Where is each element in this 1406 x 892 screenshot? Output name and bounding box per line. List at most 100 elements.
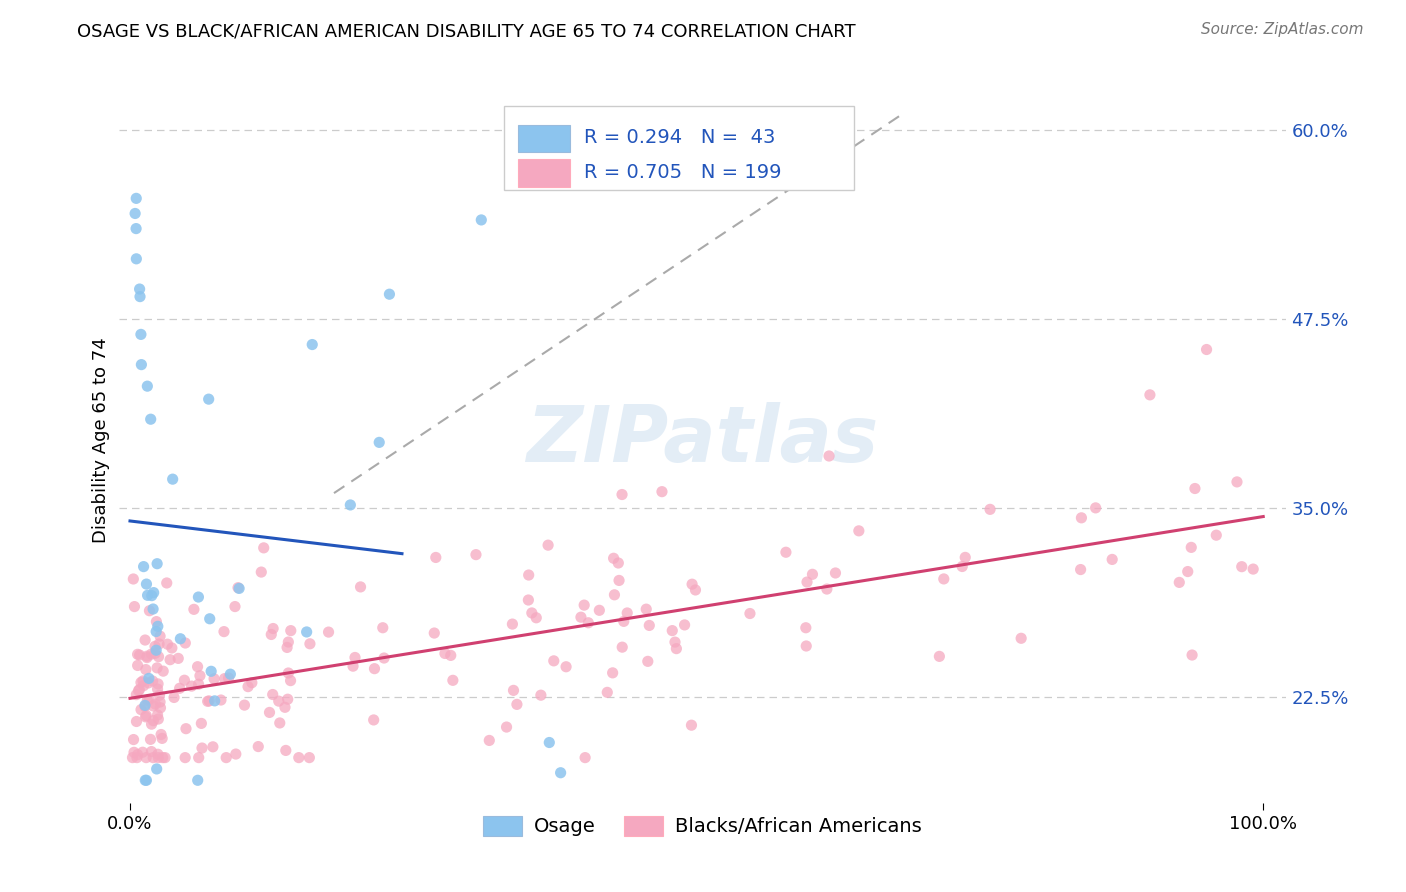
Blacks/African Americans bbox=[148, 688, 170, 702]
Blacks/African Americans bbox=[141, 647, 163, 661]
Osage bbox=[128, 282, 150, 296]
Blacks/African Americans bbox=[1226, 475, 1249, 489]
Blacks/African Americans bbox=[125, 688, 148, 702]
Blacks/African Americans bbox=[148, 637, 170, 651]
Blacks/African Americans bbox=[125, 714, 148, 729]
Osage bbox=[470, 213, 492, 227]
Blacks/African Americans bbox=[342, 659, 364, 673]
Blacks/African Americans bbox=[555, 659, 578, 673]
Blacks/African Americans bbox=[218, 671, 240, 685]
Blacks/African Americans bbox=[122, 745, 145, 759]
Blacks/African Americans bbox=[247, 739, 270, 754]
Blacks/African Americans bbox=[478, 733, 501, 747]
Osage bbox=[145, 643, 167, 657]
Blacks/African Americans bbox=[280, 673, 302, 688]
Osage bbox=[219, 667, 242, 681]
Osage bbox=[228, 582, 250, 596]
Osage bbox=[129, 290, 152, 304]
Blacks/African Americans bbox=[262, 688, 284, 702]
Blacks/African Americans bbox=[637, 654, 659, 668]
Blacks/African Americans bbox=[142, 750, 165, 764]
Blacks/African Americans bbox=[433, 647, 456, 661]
Blacks/African Americans bbox=[517, 593, 540, 607]
Blacks/African Americans bbox=[153, 750, 176, 764]
Blacks/African Americans bbox=[1195, 343, 1218, 357]
Blacks/African Americans bbox=[824, 566, 846, 580]
Blacks/African Americans bbox=[141, 717, 163, 731]
Blacks/African Americans bbox=[501, 617, 523, 632]
Blacks/African Americans bbox=[1181, 648, 1204, 662]
Blacks/African Americans bbox=[298, 750, 321, 764]
Blacks/African Americans bbox=[928, 649, 950, 664]
Blacks/African Americans bbox=[138, 604, 160, 618]
Blacks/African Americans bbox=[524, 611, 547, 625]
Blacks/African Americans bbox=[1139, 388, 1161, 402]
Text: OSAGE VS BLACK/AFRICAN AMERICAN DISABILITY AGE 65 TO 74 CORRELATION CHART: OSAGE VS BLACK/AFRICAN AMERICAN DISABILI… bbox=[77, 22, 856, 40]
Osage bbox=[134, 698, 156, 713]
Blacks/African Americans bbox=[1230, 559, 1253, 574]
Blacks/African Americans bbox=[128, 648, 150, 662]
Osage bbox=[198, 612, 221, 626]
Blacks/African Americans bbox=[183, 602, 205, 616]
Blacks/African Americans bbox=[187, 677, 209, 691]
Blacks/African Americans bbox=[596, 685, 619, 699]
Blacks/African Americans bbox=[180, 679, 202, 693]
Blacks/African Americans bbox=[517, 568, 540, 582]
Blacks/African Americans bbox=[738, 607, 761, 621]
Osage bbox=[197, 392, 219, 406]
Blacks/African Americans bbox=[673, 618, 696, 632]
Blacks/African Americans bbox=[848, 524, 870, 538]
Blacks/African Americans bbox=[569, 610, 592, 624]
Blacks/African Americans bbox=[1010, 632, 1032, 646]
Blacks/African Americans bbox=[202, 672, 225, 686]
Blacks/African Americans bbox=[156, 576, 179, 591]
Osage bbox=[187, 590, 209, 604]
Text: R = 0.705   N = 199: R = 0.705 N = 199 bbox=[585, 163, 782, 182]
Blacks/African Americans bbox=[602, 551, 624, 566]
Blacks/African Americans bbox=[169, 681, 191, 696]
Blacks/African Americans bbox=[146, 661, 169, 675]
Osage bbox=[135, 577, 157, 591]
Osage bbox=[125, 191, 148, 205]
Blacks/African Americans bbox=[685, 582, 707, 597]
Blacks/African Americans bbox=[148, 750, 170, 764]
Blacks/African Americans bbox=[423, 626, 446, 640]
Blacks/African Americans bbox=[145, 615, 167, 629]
Blacks/African Americans bbox=[979, 502, 1001, 516]
Blacks/African Americans bbox=[950, 559, 973, 574]
Blacks/African Americans bbox=[125, 750, 148, 764]
Blacks/African Americans bbox=[277, 692, 299, 706]
Blacks/African Americans bbox=[148, 649, 170, 664]
Blacks/African Americans bbox=[588, 603, 610, 617]
Blacks/African Americans bbox=[146, 677, 169, 691]
Text: ZIPatlas: ZIPatlas bbox=[526, 402, 879, 478]
Blacks/African Americans bbox=[681, 718, 703, 732]
Osage bbox=[139, 412, 162, 426]
Blacks/African Americans bbox=[129, 703, 152, 717]
Blacks/African Americans bbox=[142, 698, 165, 713]
Blacks/African Americans bbox=[122, 732, 145, 747]
Blacks/African Americans bbox=[160, 640, 183, 655]
Blacks/African Americans bbox=[274, 743, 297, 757]
Blacks/African Americans bbox=[152, 750, 174, 764]
Blacks/African Americans bbox=[132, 679, 155, 693]
Blacks/African Americans bbox=[128, 683, 150, 698]
Text: R = 0.294   N =  43: R = 0.294 N = 43 bbox=[585, 128, 776, 147]
Y-axis label: Disability Age 65 to 74: Disability Age 65 to 74 bbox=[93, 337, 110, 543]
Blacks/African Americans bbox=[638, 618, 661, 632]
Blacks/African Americans bbox=[129, 675, 152, 690]
Blacks/African Americans bbox=[318, 625, 340, 640]
Blacks/African Americans bbox=[665, 641, 688, 656]
Osage bbox=[550, 765, 572, 780]
Bar bbox=[517, 125, 571, 153]
Osage bbox=[204, 694, 226, 708]
Blacks/African Americans bbox=[149, 695, 172, 709]
Blacks/African Americans bbox=[681, 577, 703, 591]
Blacks/African Americans bbox=[132, 673, 155, 688]
Blacks/African Americans bbox=[188, 669, 211, 683]
Blacks/African Americans bbox=[148, 712, 170, 726]
Blacks/African Americans bbox=[224, 599, 246, 614]
Blacks/African Americans bbox=[143, 646, 166, 660]
Blacks/African Americans bbox=[603, 588, 626, 602]
Blacks/African Americans bbox=[274, 700, 297, 714]
